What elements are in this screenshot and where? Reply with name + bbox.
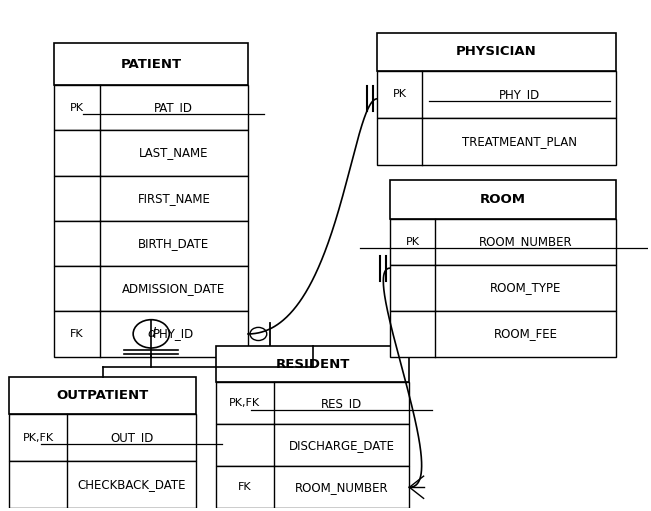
Text: PHY_ID: PHY_ID <box>153 328 195 340</box>
Text: PK: PK <box>406 237 420 247</box>
Bar <box>9 377 197 414</box>
Bar <box>55 85 248 130</box>
Bar <box>55 175 248 221</box>
Text: OUTPATIENT: OUTPATIENT <box>57 389 149 402</box>
Bar <box>390 180 616 219</box>
Text: d: d <box>147 328 155 340</box>
Text: TREATMEANT_PLAN: TREATMEANT_PLAN <box>462 134 577 148</box>
Text: RES_ID: RES_ID <box>321 397 362 410</box>
Text: ROOM_NUMBER: ROOM_NUMBER <box>478 236 572 248</box>
Bar <box>9 461 197 508</box>
Text: PHY_ID: PHY_ID <box>499 87 540 101</box>
Text: DISCHARGE_DATE: DISCHARGE_DATE <box>288 439 395 452</box>
Bar <box>377 71 616 118</box>
Text: PAT_ID: PAT_ID <box>154 101 193 114</box>
Text: FK: FK <box>70 329 84 339</box>
Text: PHYSICIAN: PHYSICIAN <box>456 45 537 58</box>
Text: PK: PK <box>393 89 407 99</box>
Bar <box>55 130 248 175</box>
Text: FK: FK <box>238 482 252 492</box>
Text: PK,FK: PK,FK <box>229 399 260 408</box>
Text: OUT_ID: OUT_ID <box>110 431 154 445</box>
Text: PK: PK <box>70 103 84 112</box>
Bar <box>390 311 616 357</box>
Text: LAST_NAME: LAST_NAME <box>139 146 208 159</box>
Bar <box>55 43 248 85</box>
Bar <box>55 311 248 357</box>
Text: FIRST_NAME: FIRST_NAME <box>137 192 210 205</box>
Text: ROOM_TYPE: ROOM_TYPE <box>490 281 561 294</box>
Bar <box>215 382 409 424</box>
Bar <box>377 33 616 71</box>
Text: ROOM: ROOM <box>480 193 526 206</box>
Bar <box>215 424 409 467</box>
Text: RESIDENT: RESIDENT <box>275 358 350 371</box>
Bar <box>390 219 616 265</box>
Bar <box>9 414 197 461</box>
Text: CHECKBACK_DATE: CHECKBACK_DATE <box>77 478 186 491</box>
Text: ROOM_NUMBER: ROOM_NUMBER <box>295 481 389 494</box>
Text: PATIENT: PATIENT <box>120 58 182 71</box>
Text: BIRTH_DATE: BIRTH_DATE <box>138 237 210 250</box>
Text: PK,FK: PK,FK <box>23 433 54 443</box>
Text: ROOM_FEE: ROOM_FEE <box>493 327 558 340</box>
Bar <box>390 265 616 311</box>
Bar <box>377 118 616 165</box>
Bar <box>55 266 248 311</box>
Bar <box>55 221 248 266</box>
Bar <box>215 467 409 508</box>
Text: ADMISSION_DATE: ADMISSION_DATE <box>122 282 225 295</box>
Bar <box>215 346 409 382</box>
